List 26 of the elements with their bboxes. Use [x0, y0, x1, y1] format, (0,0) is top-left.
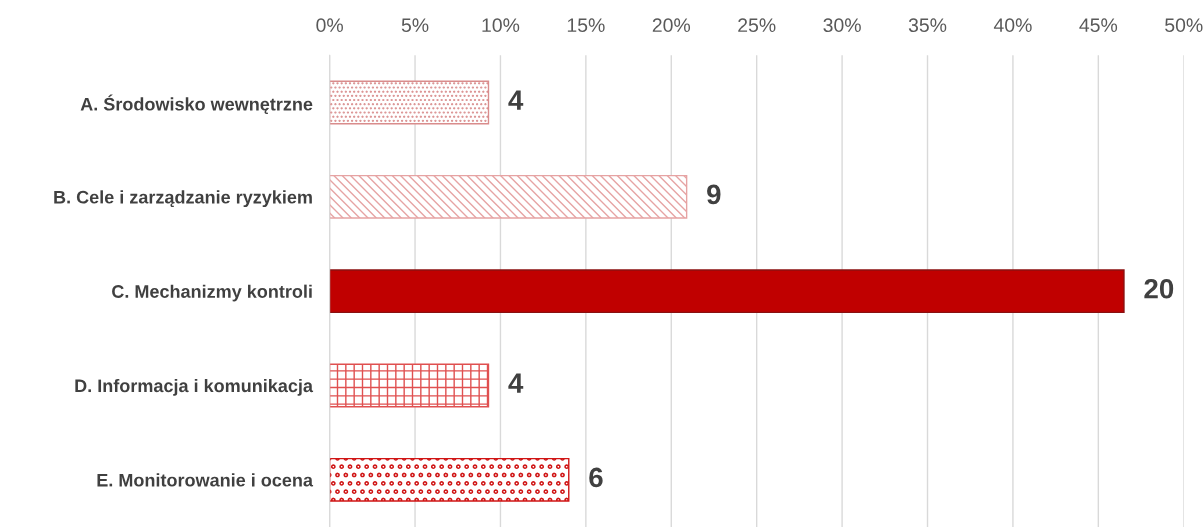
y-tick-label: A. Środowisko wewnętrzne	[80, 94, 313, 114]
x-tick-label: 50%	[1165, 18, 1203, 33]
annotation: 4	[508, 373, 524, 393]
x-tick-label: 45%	[1079, 18, 1118, 33]
bar	[329, 363, 490, 408]
x-tick-label: 5%	[401, 18, 429, 33]
x-tick-label: 10%	[482, 18, 520, 33]
bar	[329, 457, 570, 502]
y-tick-label: B. Cele i zarządzanie ryzykiem	[54, 190, 312, 208]
bar	[329, 269, 1125, 314]
y-tick-label: C. Mechanizmy kontroli	[112, 284, 312, 302]
annotation: 4	[508, 90, 524, 110]
annotation: 20	[1144, 278, 1174, 299]
x-tick-label: 25%	[738, 18, 776, 33]
bar	[329, 174, 688, 219]
x-tick-label: 20%	[652, 18, 691, 33]
bar	[329, 80, 490, 125]
x-tick-label: 0%	[316, 18, 343, 33]
annotation: 9	[707, 184, 721, 205]
annotation: 6	[589, 467, 603, 488]
y-tick-label: D. Informacja i komunikacja	[75, 378, 314, 396]
x-tick-label: 30%	[823, 18, 861, 33]
x-tick-label: 15%	[567, 18, 605, 33]
x-tick-label: 40%	[993, 18, 1032, 33]
x-tick-label: 35%	[908, 18, 947, 33]
y-tick-label: E. Monitorowanie i ocena	[97, 473, 314, 487]
